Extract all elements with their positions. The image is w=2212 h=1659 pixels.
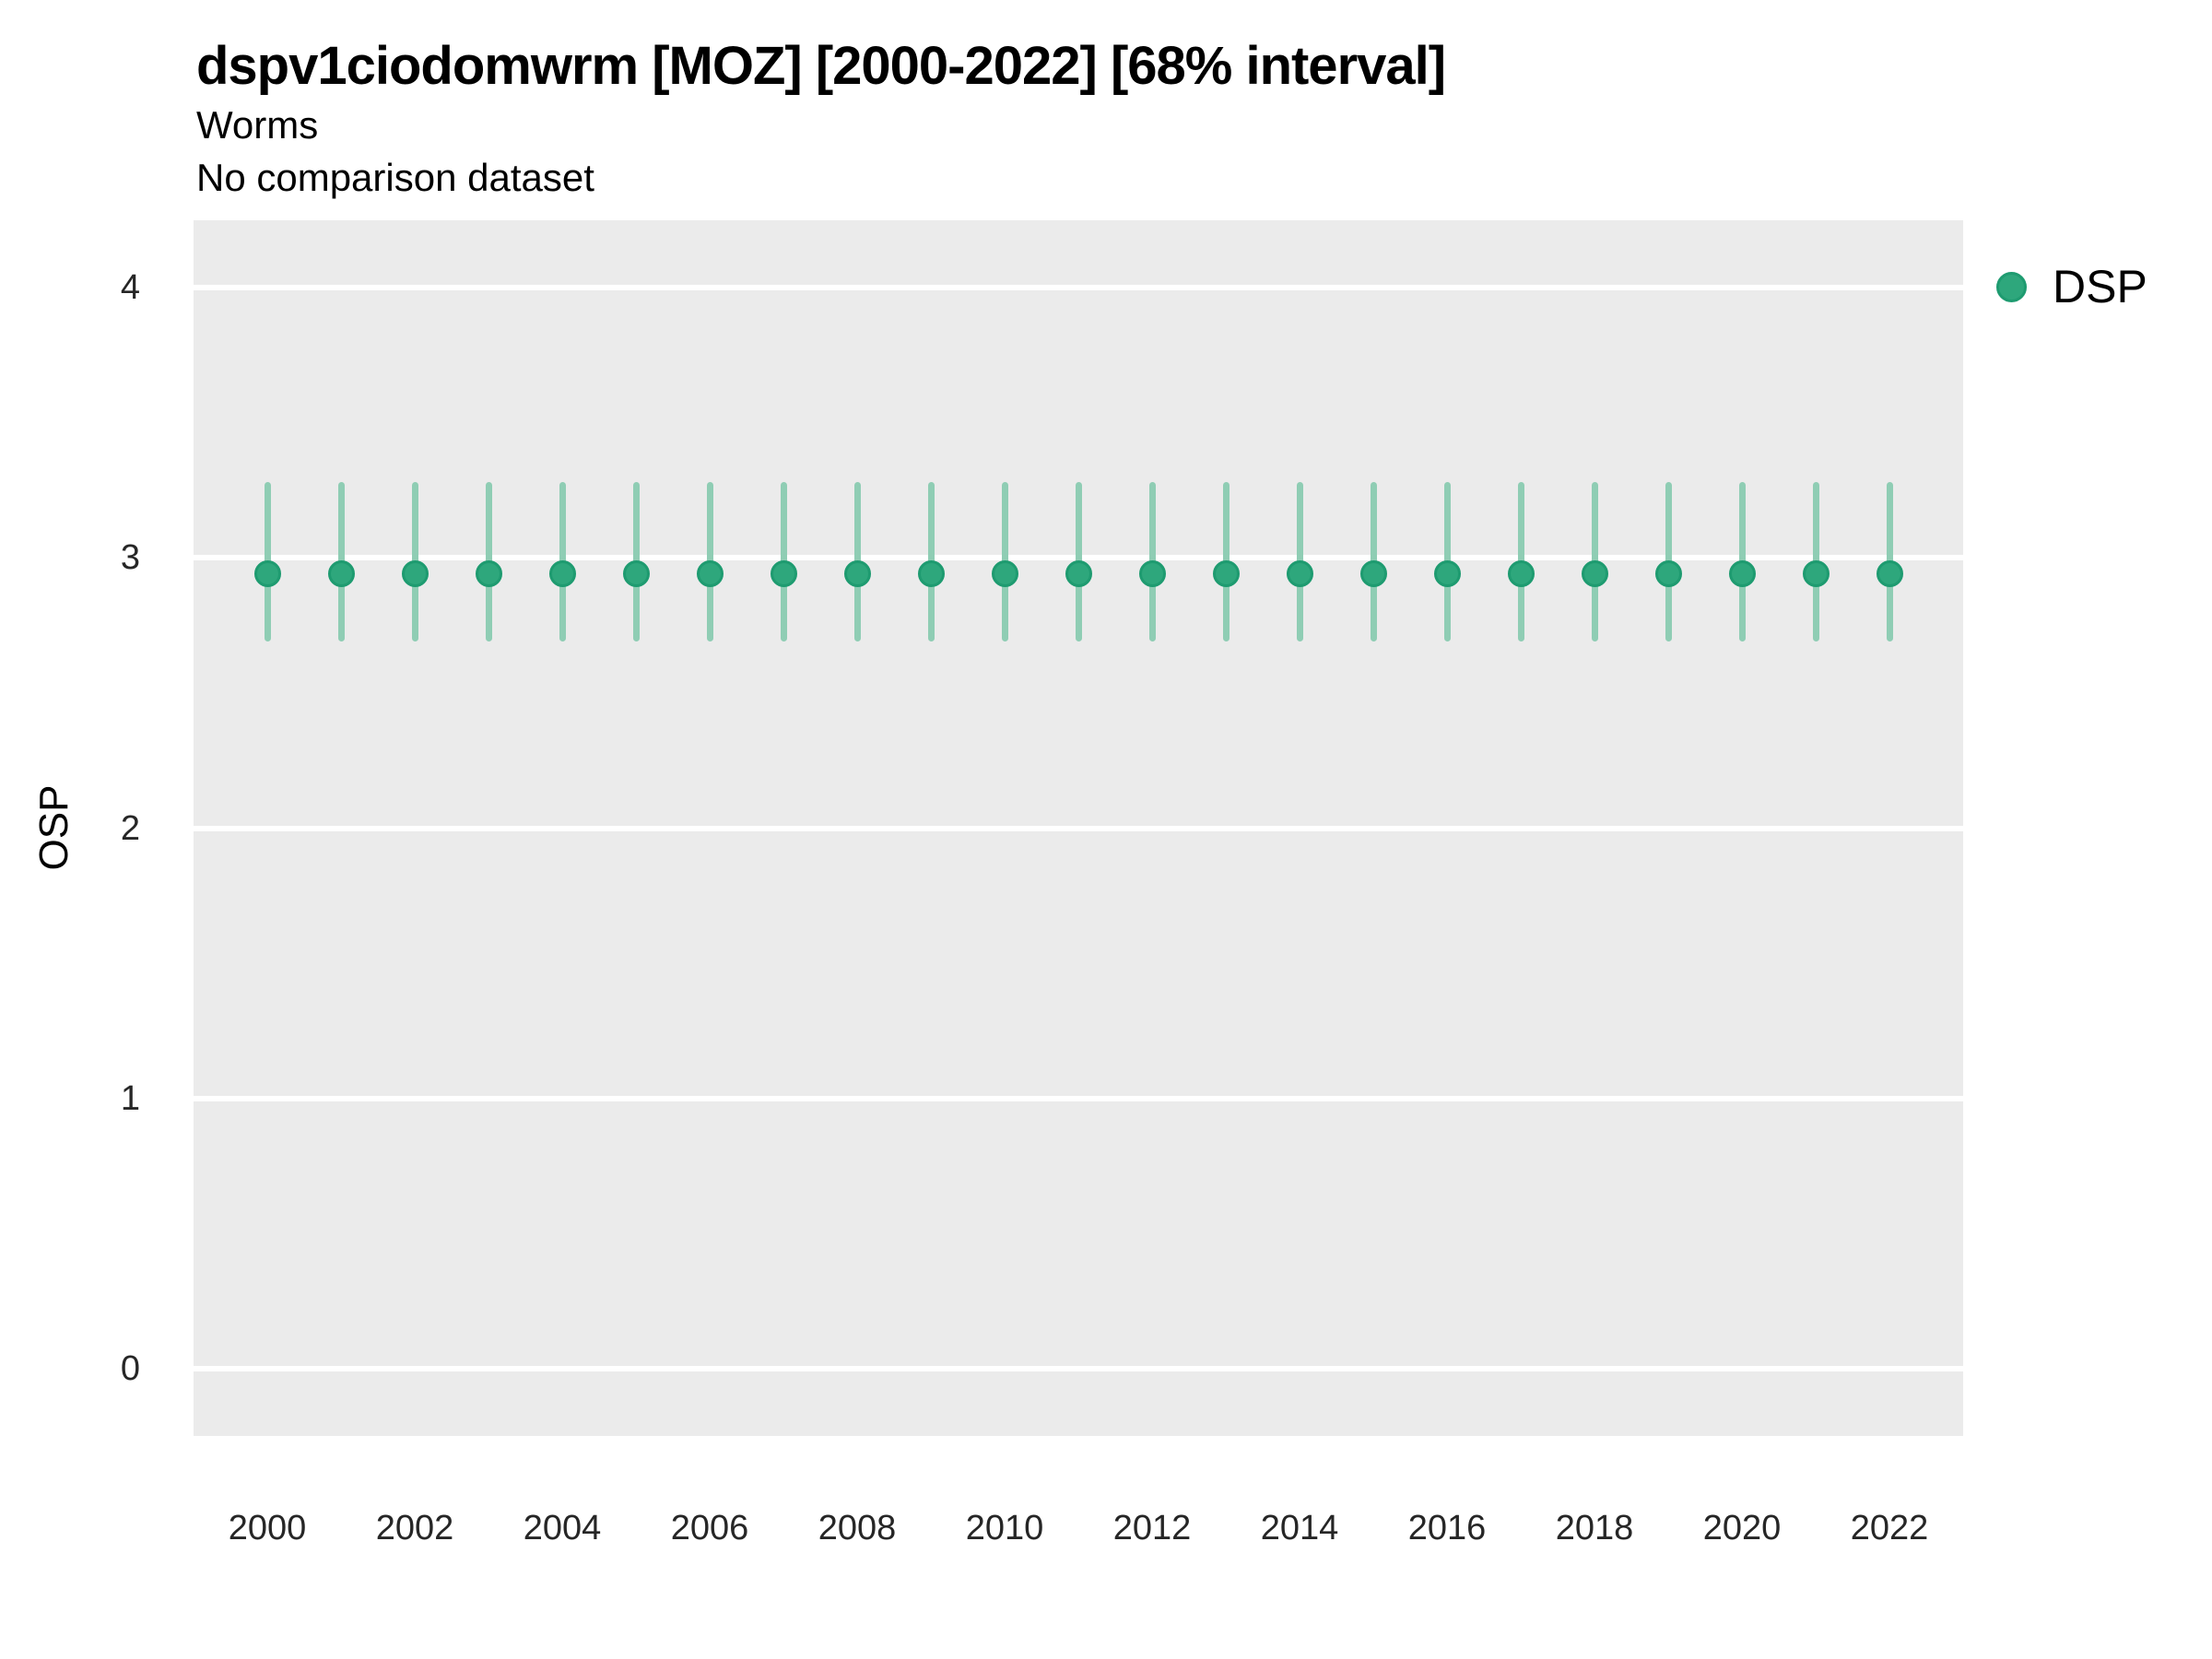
x-tick-label: 2016: [1407, 1509, 1487, 1547]
data-point: [401, 560, 429, 588]
data-point: [917, 560, 945, 588]
x-tick-label: 2008: [818, 1509, 897, 1547]
x-tick-label: 2004: [523, 1509, 602, 1547]
data-point: [1507, 560, 1535, 588]
data-point: [327, 560, 355, 588]
legend-label: DSP: [2053, 261, 2147, 312]
chart-title: dspv1ciodomwrm [MOZ] [2000-2022] [68% in…: [196, 36, 1446, 96]
data-point: [622, 560, 650, 588]
x-tick-label: 2022: [1850, 1509, 1929, 1547]
plot-panel: [194, 220, 1963, 1436]
data-point: [843, 560, 871, 588]
data-point: [1138, 560, 1166, 588]
data-point: [1876, 560, 1903, 588]
y-tick-label: 1: [120, 1078, 140, 1118]
data-point: [1359, 560, 1387, 588]
y-tick-label: 4: [120, 268, 140, 308]
data-point: [1581, 560, 1608, 588]
legend: DSP: [1996, 260, 2147, 313]
data-point: [253, 560, 281, 588]
data-point: [1433, 560, 1461, 588]
data-point: [548, 560, 576, 588]
data-point: [1286, 560, 1313, 588]
data-point: [1728, 560, 1756, 588]
y-tick-label: 2: [120, 808, 140, 848]
y-gridline: [194, 1095, 1963, 1101]
data-point: [1065, 560, 1092, 588]
data-point: [991, 560, 1018, 588]
x-tick-label: 2018: [1555, 1509, 1634, 1547]
data-point: [1802, 560, 1830, 588]
x-tick-label: 2012: [1112, 1509, 1192, 1547]
comparison-note: No comparison dataset: [196, 156, 594, 199]
data-point: [696, 560, 724, 588]
chart-subtitle: Worms: [196, 103, 319, 147]
x-tick-label: 2002: [375, 1509, 454, 1547]
x-tick-label: 2020: [1702, 1509, 1782, 1547]
data-point: [770, 560, 797, 588]
x-tick-label: 2010: [965, 1509, 1044, 1547]
legend-circle-icon: [1996, 271, 2027, 302]
data-point: [475, 560, 502, 588]
y-tick-label: 3: [120, 538, 140, 578]
y-gridline: [194, 825, 1963, 831]
data-point: [1212, 560, 1240, 588]
y-gridline: [194, 285, 1963, 291]
y-tick-label: 0: [120, 1348, 140, 1388]
x-tick-label: 2006: [670, 1509, 749, 1547]
x-tick-label: 2014: [1260, 1509, 1339, 1547]
x-tick-label: 2000: [228, 1509, 307, 1547]
y-gridline: [194, 1365, 1963, 1371]
data-point: [1654, 560, 1682, 588]
